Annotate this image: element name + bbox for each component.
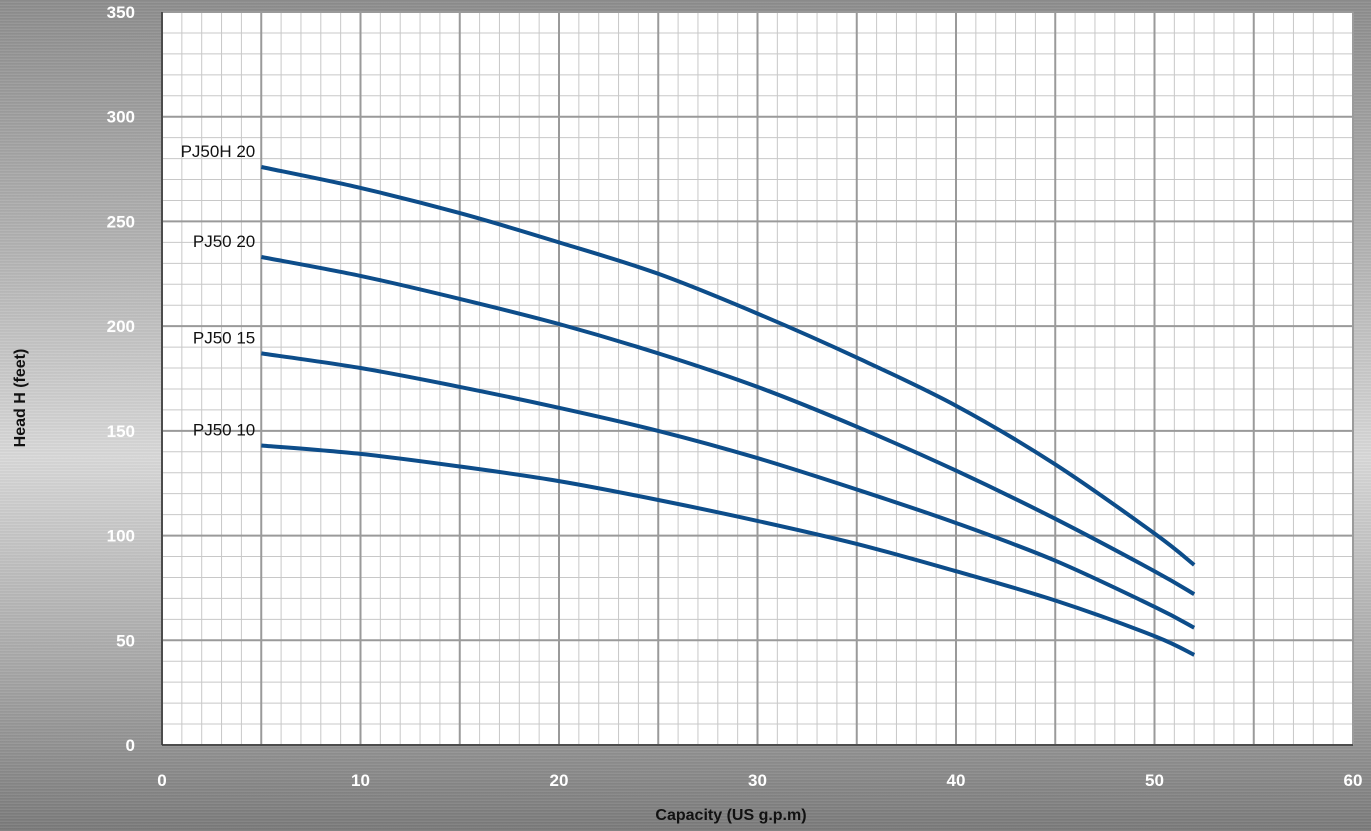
y-tick-label: 200 bbox=[107, 317, 135, 336]
x-tick-label: 10 bbox=[351, 771, 370, 790]
y-tick-label: 350 bbox=[107, 3, 135, 22]
series-line bbox=[260, 255, 1196, 596]
y-tick-label: 0 bbox=[126, 736, 135, 755]
series-label: PJ50 15 bbox=[193, 328, 255, 347]
series-line bbox=[261, 443, 1196, 657]
series-labels: PJ50H 20 PJ50 20 PJ50 15 PJ50 10 bbox=[181, 142, 256, 440]
y-tick-label: 250 bbox=[107, 212, 135, 231]
y-tick-label: 300 bbox=[107, 108, 135, 127]
y-tick-label: 150 bbox=[107, 422, 135, 441]
y-axis-title: Head H (feet) bbox=[12, 349, 29, 448]
x-tick-label: 60 bbox=[1344, 771, 1363, 790]
x-tick-label: 50 bbox=[1145, 771, 1164, 790]
y-tick-label: 100 bbox=[107, 527, 135, 546]
x-axis-title: Capacity (US g.p.m) bbox=[655, 807, 806, 824]
series-line bbox=[260, 165, 1196, 567]
x-tick-label: 40 bbox=[947, 771, 966, 790]
series-line bbox=[261, 351, 1196, 630]
series-lines bbox=[260, 165, 1196, 657]
y-tick-labels: 0 50 100 150 200 250 300 350 bbox=[107, 3, 135, 755]
x-tick-label: 0 bbox=[157, 771, 166, 790]
series-label: PJ50 20 bbox=[193, 232, 255, 251]
y-tick-label: 50 bbox=[116, 631, 135, 650]
x-tick-label: 20 bbox=[550, 771, 569, 790]
x-tick-label: 30 bbox=[748, 771, 767, 790]
series-label: PJ50H 20 bbox=[181, 142, 256, 161]
x-tick-labels: 0 10 20 30 40 50 60 bbox=[157, 771, 1362, 790]
series-label: PJ50 10 bbox=[193, 421, 255, 440]
